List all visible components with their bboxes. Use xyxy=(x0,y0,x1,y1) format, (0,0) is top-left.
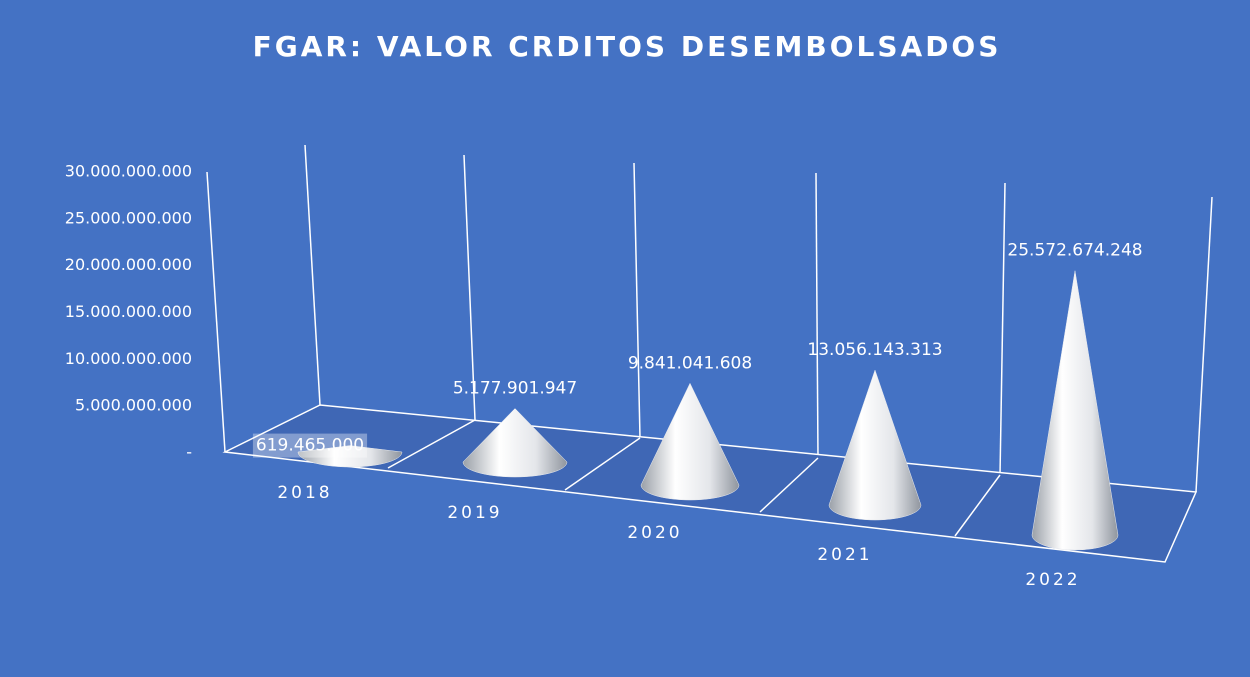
x-tick-label: 2020 xyxy=(627,523,682,543)
x-tick-label: 2018 xyxy=(277,483,332,503)
y-tick-label: 10.000.000.000 xyxy=(65,349,192,368)
value-label: 25.572.674.248 xyxy=(1007,241,1142,261)
cone xyxy=(828,369,922,521)
y-tick-label: 25.000.000.000 xyxy=(65,208,192,227)
x-tick-label: 2021 xyxy=(817,545,872,565)
y-tick-label: 30.000.000.000 xyxy=(65,162,192,181)
cone xyxy=(462,408,568,478)
value-label: 13.056.143.313 xyxy=(807,340,942,360)
chart-title: FGAR: VALOR CRDITOS DESEMBOLSADOS xyxy=(253,30,1002,63)
label-box xyxy=(252,433,368,458)
y-tick-label: 15.000.000.000 xyxy=(65,302,192,321)
y-tick-label: 5.000.000.000 xyxy=(75,396,192,415)
walls xyxy=(206,144,1213,493)
y-tick-label: 20.000.000.000 xyxy=(65,255,192,274)
value-label: 619.465.000 xyxy=(256,436,364,456)
value-label: 9.841.041.608 xyxy=(628,353,752,373)
cone xyxy=(1031,270,1119,551)
x-tick-label: 2022 xyxy=(1025,570,1080,590)
x-tick-label: 2019 xyxy=(447,503,502,523)
cone xyxy=(297,445,403,468)
y-tick-label: - xyxy=(186,443,192,462)
cone xyxy=(640,382,740,501)
value-label: 5.177.901.947 xyxy=(453,378,577,398)
